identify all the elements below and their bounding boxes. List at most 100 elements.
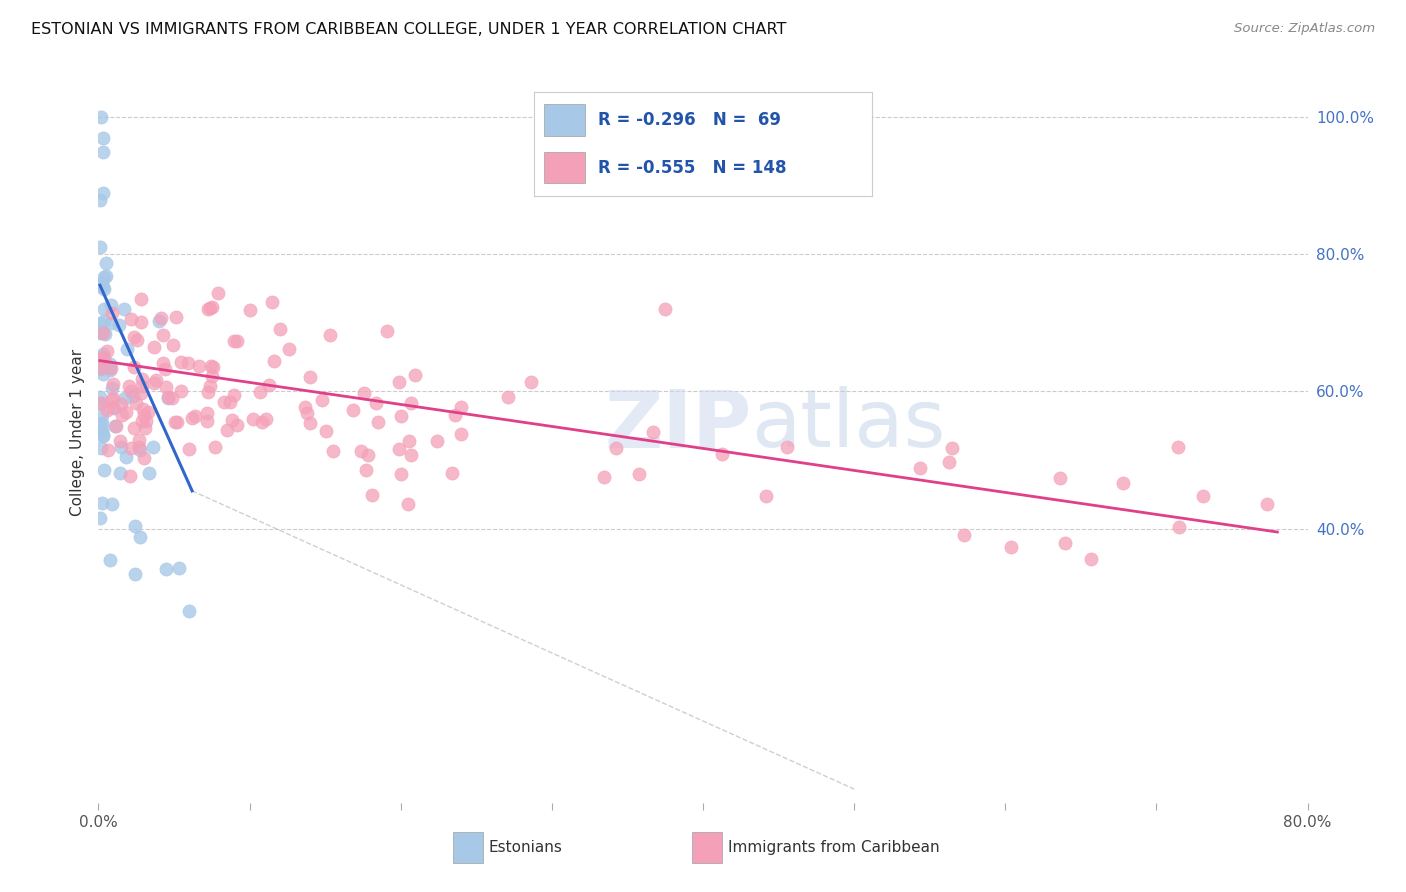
Point: [96, 343, 118, 358]
Point: [242, 412, 264, 426]
Point: [404, 368, 426, 382]
Point: [177, 356, 200, 370]
Point: [96, 403, 118, 417]
Point: [103, 401, 125, 415]
Point: [153, 362, 176, 376]
Point: [187, 359, 209, 373]
Point: [225, 418, 247, 433]
Point: [200, 379, 222, 393]
Point: [201, 300, 224, 314]
Point: [112, 301, 135, 316]
Point: [315, 424, 337, 438]
Point: [389, 409, 412, 424]
Point: [101, 306, 124, 320]
Point: [89, 390, 111, 404]
Point: [103, 401, 125, 415]
Point: [1000, 540, 1022, 554]
Point: [104, 419, 127, 434]
Point: [110, 440, 132, 454]
Point: [91, 145, 114, 159]
Point: [148, 314, 170, 328]
Point: [165, 310, 187, 324]
Point: [90, 360, 112, 375]
Point: [132, 402, 155, 417]
Point: [150, 311, 173, 326]
Point: [135, 414, 157, 428]
Point: [131, 378, 153, 392]
Point: [450, 400, 472, 414]
Point: [201, 368, 224, 383]
Point: [628, 467, 651, 481]
Point: [183, 409, 205, 423]
Point: [225, 334, 247, 348]
Point: [143, 376, 166, 390]
Point: [101, 381, 124, 395]
Point: [122, 359, 145, 374]
Point: [197, 384, 219, 399]
Point: [207, 285, 229, 300]
Point: [198, 301, 221, 316]
Point: [89, 396, 111, 410]
Point: [195, 414, 218, 428]
Point: [131, 414, 153, 428]
Point: [89, 279, 111, 293]
Point: [98, 552, 121, 566]
Point: [167, 561, 190, 575]
Point: [120, 384, 142, 398]
Point: [93, 347, 115, 361]
Point: [90, 396, 112, 410]
Point: [100, 361, 122, 376]
Point: [89, 316, 111, 330]
Point: [322, 444, 344, 458]
Point: [131, 372, 153, 386]
Text: atlas: atlas: [751, 386, 946, 464]
Point: [443, 408, 465, 422]
Point: [118, 378, 141, 392]
Point: [101, 392, 124, 407]
Point: [89, 362, 111, 376]
Point: [375, 324, 398, 338]
Point: [89, 417, 111, 432]
Point: [97, 443, 120, 458]
Point: [91, 429, 114, 443]
Point: [1053, 536, 1076, 550]
Point: [134, 420, 156, 434]
Point: [89, 511, 111, 525]
Point: [1049, 471, 1071, 485]
Point: [91, 131, 114, 145]
Point: [138, 466, 160, 480]
Point: [755, 489, 778, 503]
Point: [91, 368, 114, 382]
Point: [114, 391, 136, 405]
Point: [90, 351, 112, 365]
Point: [202, 360, 225, 375]
Point: [318, 327, 340, 342]
Point: [179, 442, 201, 456]
Point: [277, 342, 299, 356]
Point: [163, 415, 186, 429]
Point: [115, 343, 138, 357]
Point: [212, 395, 235, 409]
Point: [120, 441, 142, 455]
Point: [396, 497, 419, 511]
Point: [90, 408, 112, 422]
Point: [170, 384, 193, 399]
Point: [90, 351, 112, 366]
Point: [93, 427, 115, 442]
Point: [160, 391, 183, 405]
Point: [97, 360, 120, 375]
Point: [250, 415, 273, 429]
Point: [215, 423, 238, 437]
Point: [108, 434, 131, 449]
Point: [605, 441, 627, 455]
Text: ESTONIAN VS IMMIGRANTS FROM CARIBBEAN COLLEGE, UNDER 1 YEAR CORRELATION CHART: ESTONIAN VS IMMIGRANTS FROM CARIBBEAN CO…: [31, 22, 786, 37]
Point: [98, 357, 121, 371]
Point: [93, 314, 115, 328]
Point: [125, 396, 148, 410]
Point: [131, 292, 153, 306]
Point: [129, 315, 152, 329]
Point: [398, 434, 420, 448]
Point: [170, 355, 193, 369]
Point: [388, 376, 411, 390]
Point: [496, 391, 519, 405]
